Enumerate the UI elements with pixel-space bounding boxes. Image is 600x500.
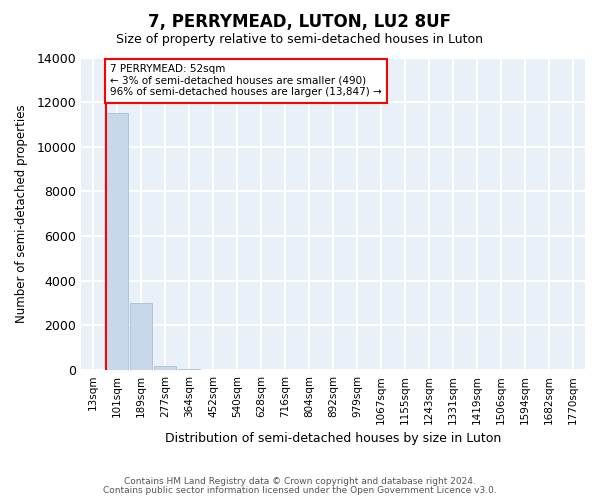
Text: Contains HM Land Registry data © Crown copyright and database right 2024.: Contains HM Land Registry data © Crown c… [124, 477, 476, 486]
Text: Contains public sector information licensed under the Open Government Licence v3: Contains public sector information licen… [103, 486, 497, 495]
Bar [154, 366, 176, 370]
Y-axis label: Number of semi-detached properties: Number of semi-detached properties [15, 104, 28, 323]
Text: 7 PERRYMEAD: 52sqm
← 3% of semi-detached houses are smaller (490)
96% of semi-de: 7 PERRYMEAD: 52sqm ← 3% of semi-detached… [110, 64, 382, 98]
Text: Size of property relative to semi-detached houses in Luton: Size of property relative to semi-detach… [116, 32, 484, 46]
Bar [178, 369, 200, 370]
Bar [106, 114, 128, 370]
X-axis label: Distribution of semi-detached houses by size in Luton: Distribution of semi-detached houses by … [165, 432, 501, 445]
Bar [130, 303, 152, 370]
Text: 7, PERRYMEAD, LUTON, LU2 8UF: 7, PERRYMEAD, LUTON, LU2 8UF [149, 12, 452, 30]
